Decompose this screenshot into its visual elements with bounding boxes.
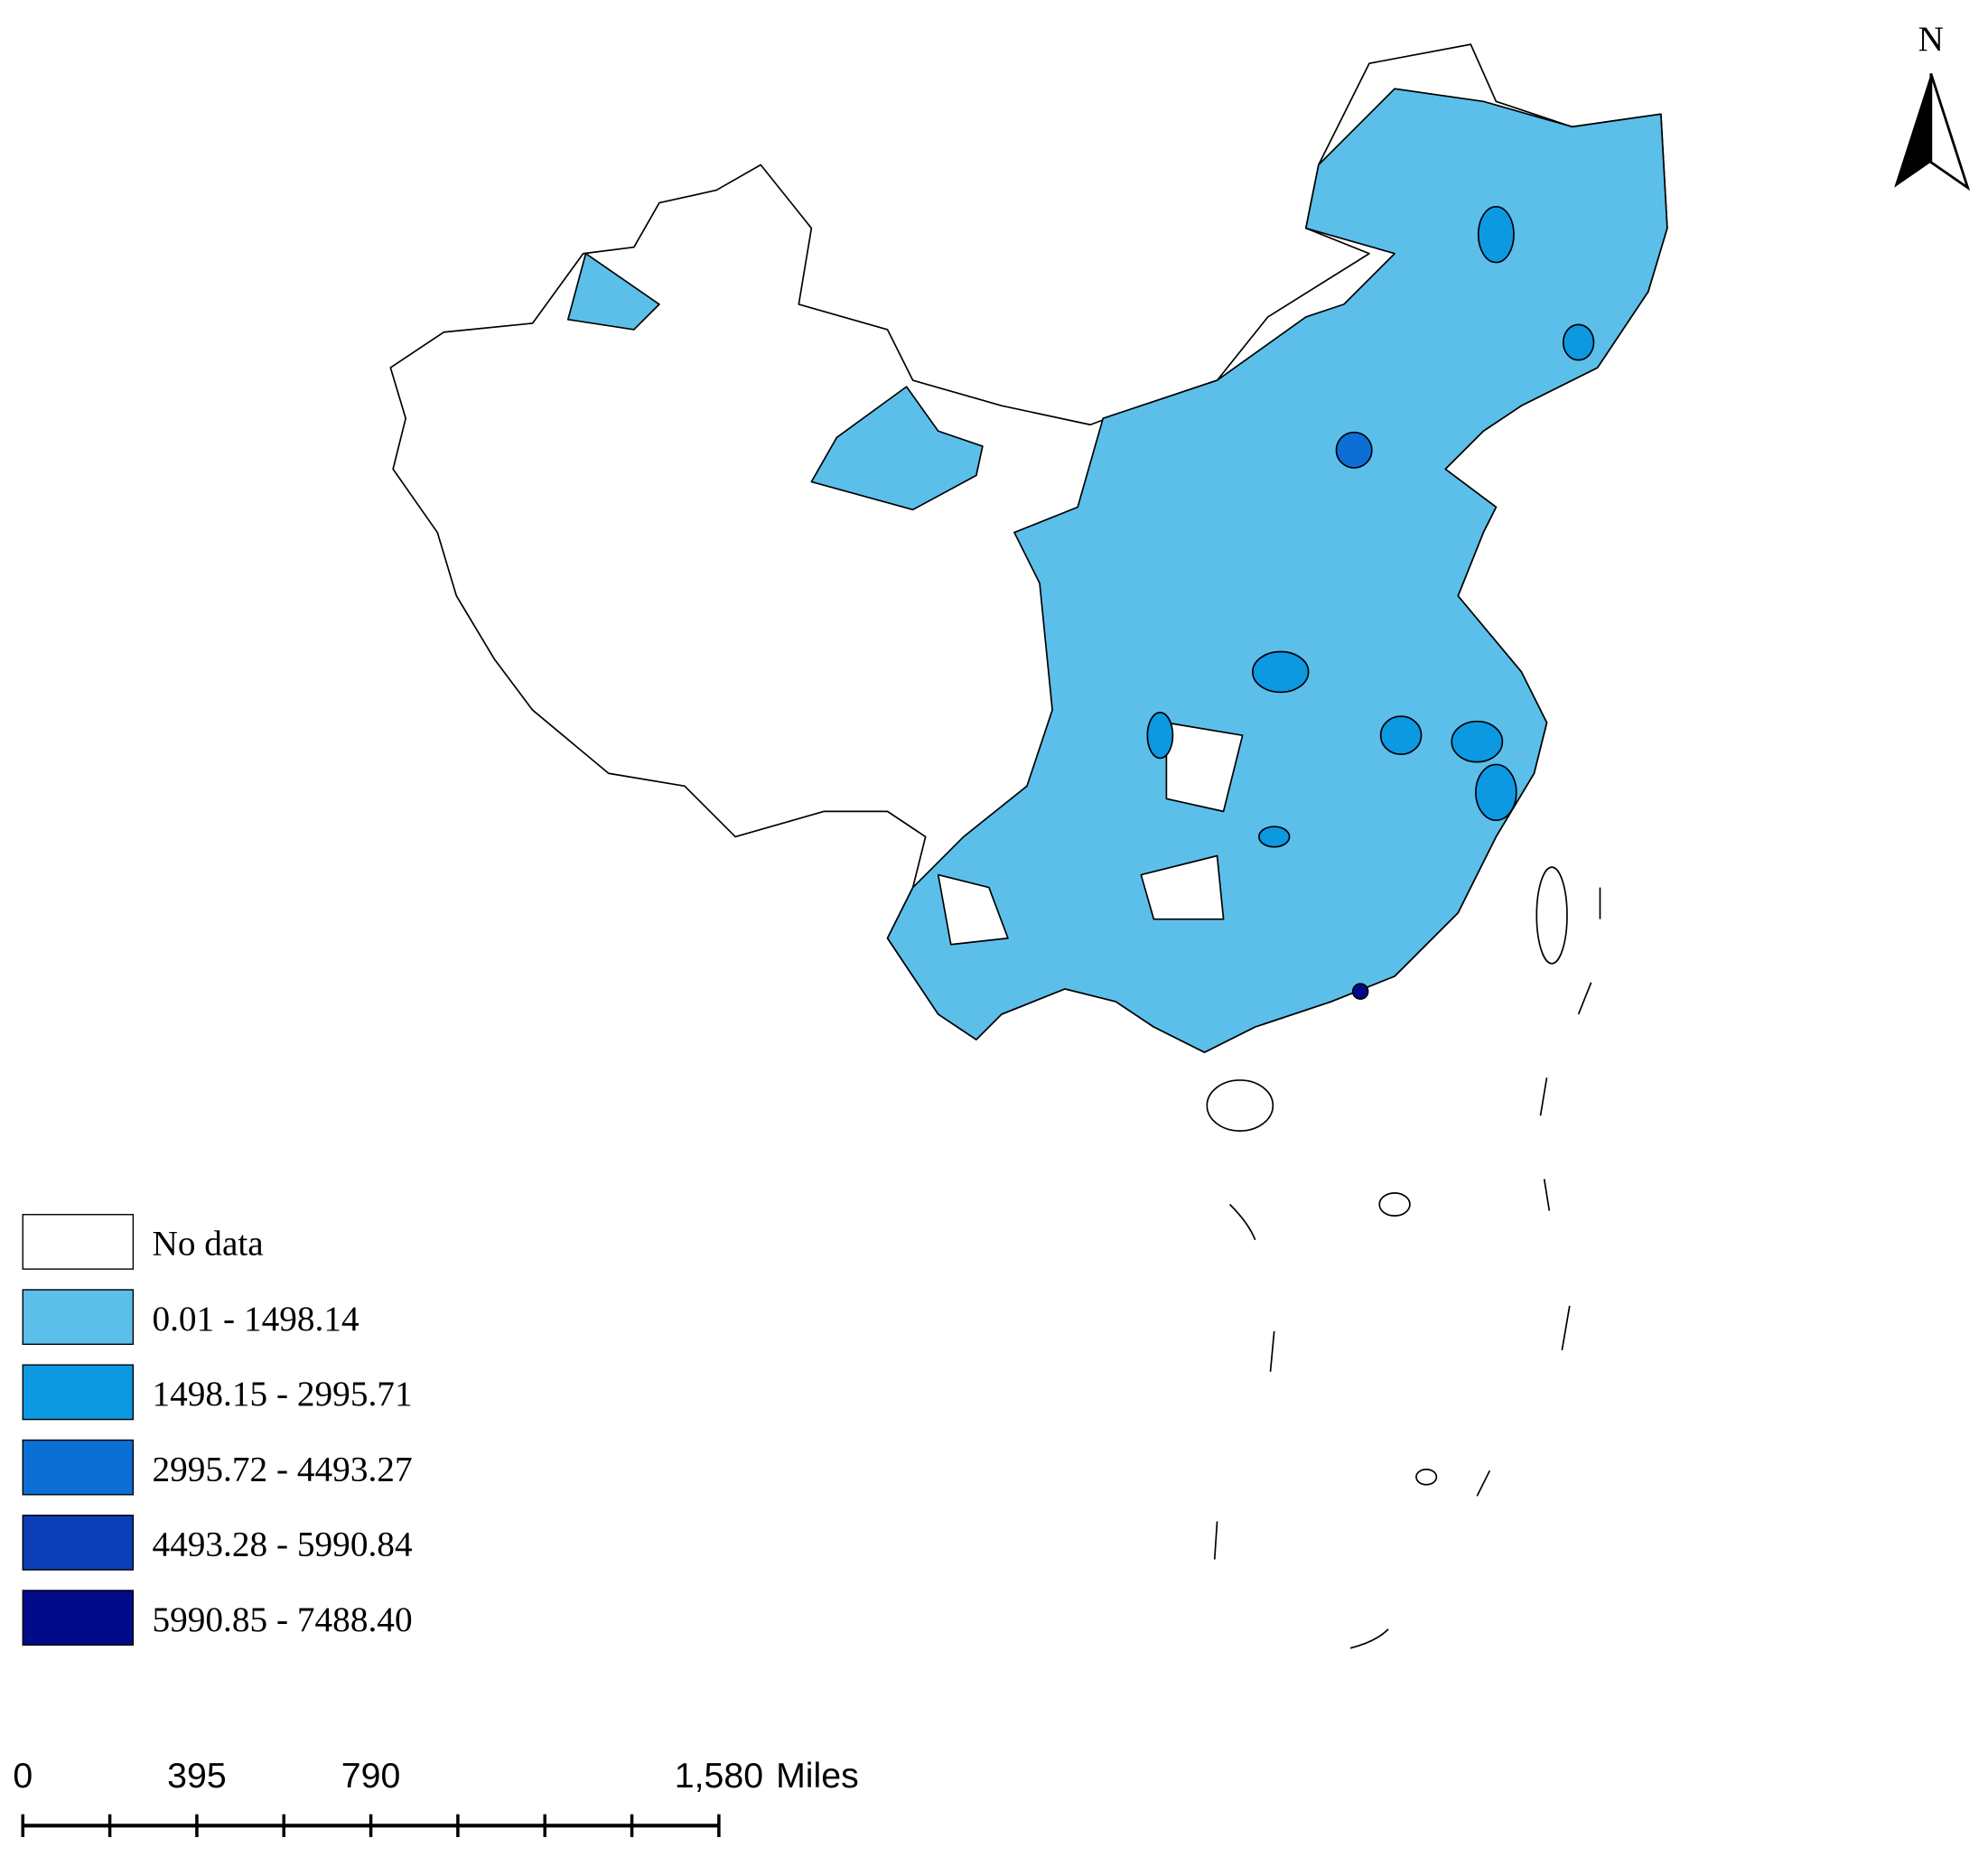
- legend-label: 1498.15 - 2995.71: [152, 1374, 412, 1413]
- north-label: N: [1918, 19, 1944, 59]
- scale-unit: Miles: [776, 1756, 859, 1796]
- scale-label: 790: [341, 1756, 401, 1796]
- region: [1475, 763, 1517, 822]
- north-arrow-left: [1894, 73, 1931, 188]
- region-east: [886, 88, 1668, 1053]
- island-hainan: [1206, 1079, 1274, 1132]
- region: [1335, 431, 1373, 469]
- region: [1252, 650, 1310, 694]
- legend-label: 4493.28 - 5990.84: [152, 1525, 413, 1564]
- legend-swatch: [22, 1439, 135, 1496]
- legend-swatch: [22, 1289, 135, 1346]
- island-taiwan: [1535, 866, 1568, 965]
- boundary-dash: [1213, 887, 1601, 1649]
- region-no-data: [937, 873, 1009, 946]
- north-arrow: N: [1894, 19, 1971, 191]
- region: [1146, 712, 1174, 760]
- region: [1351, 983, 1369, 1000]
- legend: No data 0.01 - 1498.14 1498.15 - 2995.71 29…: [22, 1214, 413, 1647]
- legend-swatch: [22, 1214, 135, 1270]
- legend-swatch: [22, 1590, 135, 1647]
- scale-label: 1,580: [675, 1756, 763, 1796]
- region: [1258, 826, 1291, 848]
- region-northwest: [810, 386, 984, 511]
- scale-bar: 0 395 790 1,580 Miles: [13, 1756, 859, 1837]
- island: [1378, 1192, 1411, 1217]
- island: [1415, 1469, 1438, 1486]
- region-xinjiang: [567, 252, 660, 331]
- region-no-data: [1165, 722, 1244, 813]
- legend-label: 5990.85 - 7488.40: [152, 1600, 412, 1639]
- scale-label: 395: [167, 1756, 227, 1796]
- legend-label: 0.01 - 1498.14: [152, 1299, 359, 1339]
- legend-swatch: [22, 1515, 135, 1571]
- china-map: [389, 43, 1668, 1649]
- region: [1379, 715, 1423, 756]
- region-no-data: [1140, 854, 1225, 920]
- scale-label: 0: [13, 1756, 33, 1796]
- legend-label: 2995.72 - 4493.27: [152, 1449, 412, 1488]
- region: [1562, 323, 1595, 361]
- legend-swatch: [22, 1364, 135, 1421]
- legend-label: No data: [152, 1224, 263, 1264]
- region: [1477, 205, 1515, 264]
- north-arrow-right: [1929, 72, 1971, 191]
- region: [1451, 720, 1504, 763]
